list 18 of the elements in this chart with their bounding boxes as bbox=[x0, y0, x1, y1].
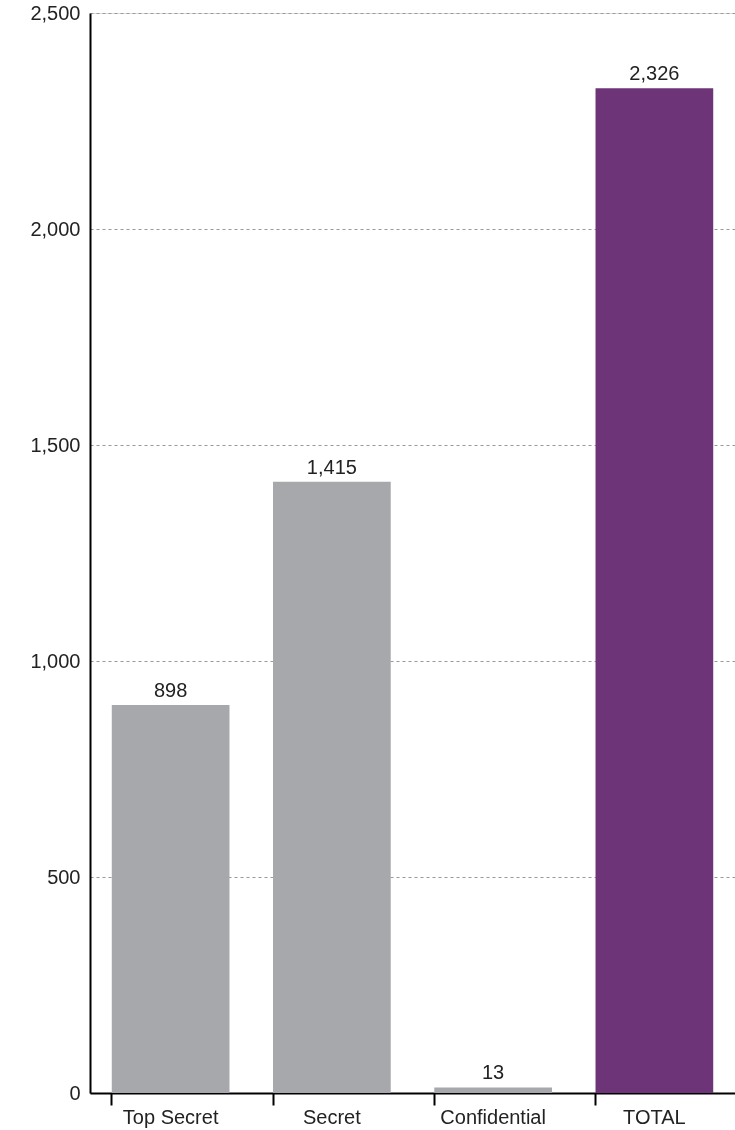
bar bbox=[111, 705, 230, 1093]
x-tick-label: Confidential bbox=[440, 1105, 546, 1128]
data-label: 898 bbox=[153, 679, 188, 702]
y-tick-label: 1,000 bbox=[30, 649, 81, 672]
x-tick-label: Secret bbox=[302, 1105, 362, 1128]
bar bbox=[273, 481, 391, 1093]
bar bbox=[595, 88, 714, 1093]
y-tick-label: 2,000 bbox=[30, 217, 81, 240]
data-label: 1,415 bbox=[306, 455, 357, 478]
y-tick-label: 2,500 bbox=[30, 1, 81, 24]
y-tick-label: 1,500 bbox=[30, 433, 81, 456]
data-label: 2,326 bbox=[629, 62, 680, 85]
x-tick-label: TOTAL bbox=[623, 1105, 686, 1128]
bar bbox=[434, 1087, 552, 1093]
y-tick-label: 500 bbox=[47, 865, 81, 888]
x-tick-label: Top Secret bbox=[122, 1105, 219, 1128]
data-label: 13 bbox=[482, 1061, 505, 1084]
y-tick-label: 0 bbox=[69, 1081, 81, 1104]
